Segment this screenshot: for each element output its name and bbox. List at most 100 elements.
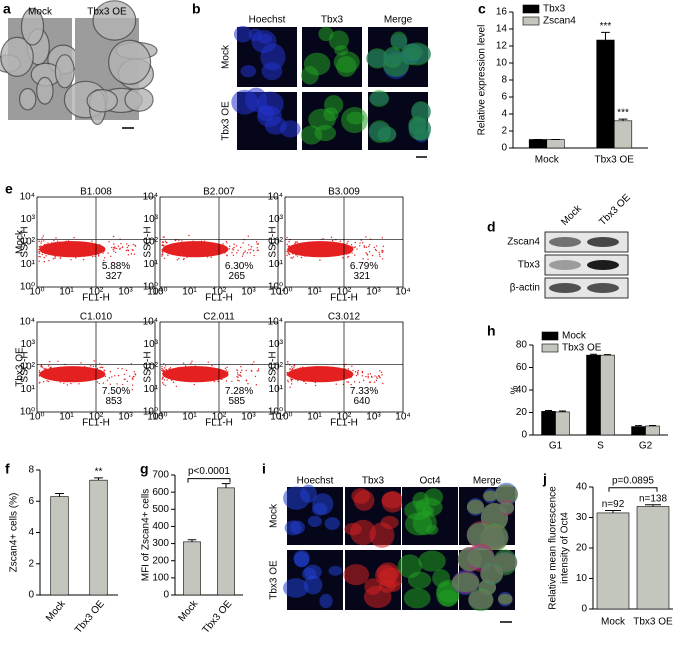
nucleus bbox=[351, 488, 370, 504]
event-dot bbox=[255, 383, 258, 386]
bar-annotation: *** bbox=[617, 108, 629, 119]
event-dot bbox=[216, 244, 218, 247]
event-dot bbox=[332, 245, 334, 248]
event-dot bbox=[71, 251, 74, 253]
event-dot bbox=[208, 252, 211, 254]
event-dot bbox=[198, 240, 200, 243]
event-dot bbox=[171, 248, 173, 251]
nucleus bbox=[336, 55, 357, 77]
event-dot bbox=[314, 381, 317, 384]
event-dot bbox=[60, 245, 63, 248]
error-bar bbox=[648, 424, 656, 426]
event-dot bbox=[96, 247, 99, 249]
event-dot bbox=[368, 251, 371, 253]
event-dot bbox=[182, 371, 185, 374]
gate-count: 327 bbox=[105, 271, 122, 282]
event-dot bbox=[167, 376, 170, 378]
event-dot bbox=[341, 251, 344, 254]
event-dot bbox=[190, 380, 192, 383]
event-dot bbox=[371, 254, 374, 257]
event-dot bbox=[298, 247, 301, 250]
event-dot bbox=[297, 375, 300, 377]
event-dot bbox=[112, 235, 115, 238]
event-dot bbox=[52, 251, 54, 253]
event-dot bbox=[52, 371, 55, 374]
x-axis-label: FL1-H bbox=[82, 418, 110, 429]
y-decade: 10² bbox=[144, 237, 159, 248]
event-dot bbox=[87, 252, 89, 255]
event-dot bbox=[67, 247, 70, 250]
event-dot bbox=[337, 252, 340, 254]
event-dot bbox=[346, 242, 348, 245]
event-dot bbox=[365, 252, 367, 254]
event-dot bbox=[62, 249, 64, 251]
event-dot bbox=[162, 383, 165, 385]
nucleus bbox=[307, 515, 322, 528]
p-value: p<0.0001 bbox=[188, 466, 230, 477]
event-dot bbox=[162, 241, 164, 243]
x-tick-label: Mock bbox=[177, 598, 201, 624]
event-dot bbox=[127, 254, 130, 256]
bar bbox=[217, 487, 235, 596]
event-dot bbox=[84, 365, 86, 368]
event-dot bbox=[287, 252, 289, 255]
event-dot bbox=[342, 375, 344, 377]
event-dot bbox=[104, 370, 106, 372]
y-tick-label: 400 bbox=[152, 521, 169, 532]
event-dot bbox=[161, 378, 164, 380]
event-dot bbox=[323, 372, 325, 374]
event-dot bbox=[133, 371, 136, 373]
x-tick-label: G1 bbox=[549, 441, 563, 452]
event-dot bbox=[40, 247, 43, 249]
nucleus bbox=[283, 578, 309, 598]
event-dot bbox=[66, 384, 69, 386]
event-dot bbox=[65, 252, 67, 255]
event-dot bbox=[42, 381, 45, 383]
event-dot bbox=[134, 374, 137, 376]
event-dot bbox=[295, 376, 297, 378]
event-dot bbox=[168, 372, 171, 374]
x-decade: 10⁰ bbox=[29, 287, 44, 298]
y-tick-label: 40 bbox=[576, 482, 588, 493]
y-tick-label: 4 bbox=[28, 527, 34, 538]
event-dot bbox=[300, 244, 303, 247]
event-dot bbox=[300, 370, 303, 372]
event-dot bbox=[117, 367, 119, 370]
event-dot bbox=[351, 249, 354, 251]
y-decade: 10⁰ bbox=[143, 407, 158, 418]
event-dot bbox=[168, 248, 170, 251]
event-dot bbox=[194, 365, 197, 367]
event-dot bbox=[174, 378, 176, 380]
y-tick-label: 100 bbox=[152, 572, 169, 583]
event-dot bbox=[317, 252, 319, 255]
event-dot bbox=[171, 373, 173, 376]
x-axis-label: FL1-H bbox=[330, 418, 358, 429]
event-dot bbox=[132, 378, 134, 381]
event-dot bbox=[308, 371, 310, 374]
event-dot bbox=[201, 374, 203, 376]
event-dot bbox=[172, 371, 174, 373]
event-dot bbox=[365, 375, 367, 378]
event-dot bbox=[63, 372, 65, 374]
event-dot bbox=[221, 247, 223, 250]
event-dot bbox=[116, 383, 118, 385]
event-dot bbox=[53, 242, 55, 244]
row-label: Tbx3 OE bbox=[15, 347, 26, 387]
y-axis-label: intensity of Oct4 bbox=[560, 512, 571, 584]
y-decade: 10⁰ bbox=[268, 282, 283, 293]
event-dot bbox=[126, 380, 129, 382]
event-dot bbox=[75, 368, 77, 370]
event-dot bbox=[226, 366, 228, 369]
event-dot bbox=[207, 361, 209, 363]
event-dot bbox=[132, 243, 134, 246]
y-decade: 10² bbox=[269, 362, 284, 373]
event-dot bbox=[196, 251, 198, 254]
event-dot bbox=[40, 245, 42, 247]
event-dot bbox=[38, 250, 40, 253]
event-dot bbox=[296, 241, 299, 243]
gate-percent: 7.33% bbox=[350, 386, 378, 397]
event-dot bbox=[290, 380, 293, 382]
legend-label: Tbx3 bbox=[543, 4, 566, 15]
error-bar bbox=[618, 118, 628, 121]
event-dot bbox=[53, 251, 55, 253]
